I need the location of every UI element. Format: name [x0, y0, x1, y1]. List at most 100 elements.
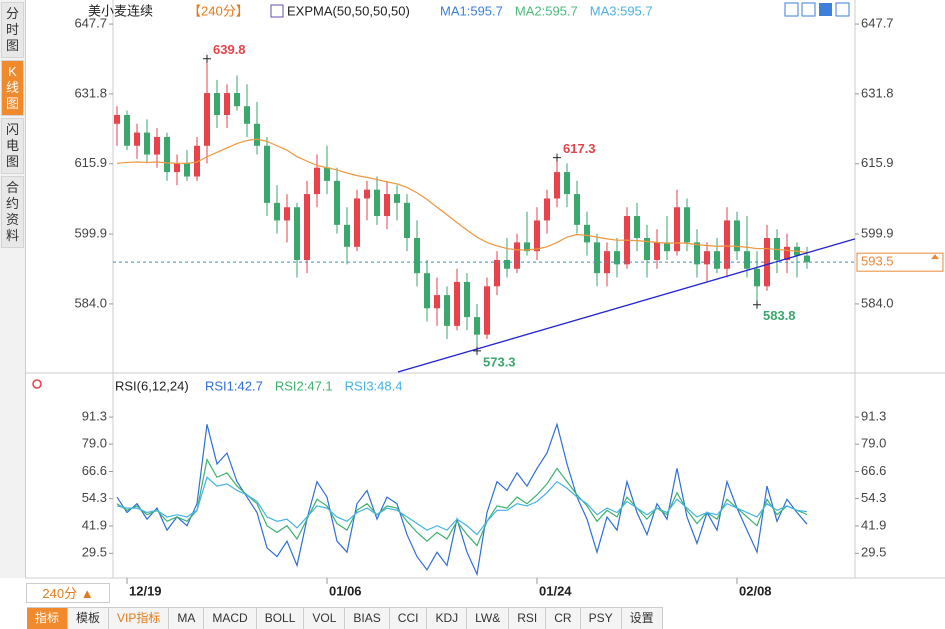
candle-body — [754, 268, 760, 287]
y-tick-label: 54.3 — [861, 490, 886, 505]
legend-entry: MA1:595.7 — [440, 3, 503, 18]
candle-body — [704, 251, 710, 265]
period-label: 【240分】 — [188, 3, 249, 18]
candle-body — [424, 273, 430, 309]
candle-body — [264, 145, 270, 203]
candle-body — [184, 163, 190, 177]
candle-body — [374, 189, 380, 217]
toolbar-button[interactable]: VOL — [304, 608, 346, 629]
rsi-line — [116, 476, 808, 536]
toolbar-button[interactable]: CR — [546, 608, 581, 629]
y-tick-label: 54.3 — [82, 490, 107, 505]
candle-body — [804, 255, 810, 263]
extreme-marker — [473, 346, 481, 355]
candle-body — [484, 286, 490, 335]
x-tick-label: 01/24 — [539, 583, 572, 598]
candle-body — [344, 224, 350, 247]
candle-body — [354, 198, 360, 247]
toolbar-icon[interactable] — [835, 2, 850, 17]
toolbar-button[interactable]: KDJ — [427, 608, 468, 629]
y-tick-label: 584.0 — [861, 295, 894, 310]
candle-body — [214, 93, 220, 115]
candle-body — [584, 224, 590, 243]
toolbar-button[interactable]: BIAS — [345, 608, 390, 629]
rsi-title: RSI(6,12,24) — [115, 378, 189, 393]
toolbar-button[interactable]: 设置 — [621, 608, 663, 629]
toolbar-icon[interactable] — [801, 2, 816, 17]
x-tick-label: 12/19 — [129, 583, 162, 598]
candle-body — [394, 194, 400, 203]
toolbar-button[interactable]: RSI — [509, 608, 547, 629]
toolbar-button[interactable]: VIP指标 — [109, 608, 170, 629]
candle-body — [324, 167, 330, 181]
y-tick-label: 41.9 — [861, 517, 886, 532]
candle-body — [414, 238, 420, 274]
extreme-label: 617.3 — [563, 141, 596, 156]
candle-body — [664, 242, 670, 252]
candle-body — [634, 216, 640, 239]
toolbar-button[interactable]: CCI — [389, 608, 428, 629]
x-tick-label: 01/06 — [329, 583, 362, 598]
legend-entry: RSI2:47.1 — [275, 378, 333, 393]
candle-body — [154, 136, 160, 155]
candle-body — [194, 145, 200, 177]
extreme-marker — [753, 300, 761, 309]
candle-body — [644, 238, 650, 260]
toolbar-button[interactable]: PSY — [580, 608, 622, 629]
side-tab[interactable]: K线图 — [1, 60, 24, 116]
y-tick-label: 615.9 — [861, 155, 894, 170]
y-tick-label: 41.9 — [82, 517, 107, 532]
candle-body — [784, 246, 790, 260]
candle-body — [204, 93, 210, 146]
candle-body — [734, 220, 740, 252]
rsi-line — [116, 422, 808, 577]
candle-body — [384, 194, 390, 217]
chart-title: 美小麦连续 — [88, 3, 153, 18]
candle-body — [274, 202, 280, 221]
sidebar: 分时图 K线图 闪电图 合约资料 — [0, 0, 26, 578]
indicator-toolbar: 指标 模板 VIP指标 MA MACD BOLL VOL BIAS CCI KDJ LW& RSI CR… — [27, 607, 663, 629]
x-tick-label: 02/08 — [739, 583, 772, 598]
y-tick-label: 91.3 — [861, 408, 886, 423]
candle-body — [164, 136, 170, 173]
candle-body — [144, 132, 150, 155]
extreme-marker — [203, 54, 211, 63]
candle-body — [714, 251, 720, 269]
toolbar-icon[interactable] — [784, 2, 799, 17]
legend-entry: MA2:595.7 — [515, 3, 578, 18]
y-tick-label: 631.8 — [74, 85, 107, 100]
side-tab[interactable]: 分时图 — [1, 2, 24, 58]
side-tab[interactable]: 合约资料 — [1, 176, 24, 248]
legend-entry: MA3:595.7 — [590, 3, 653, 18]
y-tick-label: 79.0 — [861, 436, 886, 451]
toolbar-button[interactable]: 模板 — [68, 608, 110, 629]
toolbar-button[interactable]: BOLL — [256, 608, 305, 629]
side-tab[interactable]: 闪电图 — [1, 118, 24, 174]
y-tick-label: 599.9 — [861, 225, 894, 240]
candle-body — [674, 207, 680, 252]
legend-entry: RSI3:48.4 — [345, 378, 403, 393]
y-tick-label: 66.6 — [861, 463, 886, 478]
toolbar-button[interactable]: MA — [169, 608, 205, 629]
candle-body — [724, 220, 730, 269]
y-tick-label: 599.9 — [74, 225, 107, 240]
candle-body — [544, 198, 550, 221]
toolbar-button[interactable]: MACD — [204, 608, 257, 629]
period-button[interactable]: 240分 ▲ — [26, 583, 110, 603]
toolbar-button[interactable]: 指标 — [27, 608, 69, 629]
candle-body — [694, 242, 700, 265]
candle-body — [554, 172, 560, 199]
candle-body — [134, 132, 140, 146]
extreme-marker — [553, 153, 561, 162]
toolbar-icon[interactable] — [819, 3, 832, 16]
y-tick-label: 79.0 — [82, 436, 107, 451]
candle-body — [494, 259, 500, 287]
candle-body — [244, 106, 250, 124]
indicator-label: EXPMA(50,50,50,50) — [287, 3, 410, 18]
candle-body — [614, 251, 620, 265]
candle-body — [514, 242, 520, 269]
candle-body — [254, 123, 260, 146]
crosshair-icon[interactable] — [32, 379, 42, 389]
toolbar-button[interactable]: LW& — [467, 608, 510, 629]
